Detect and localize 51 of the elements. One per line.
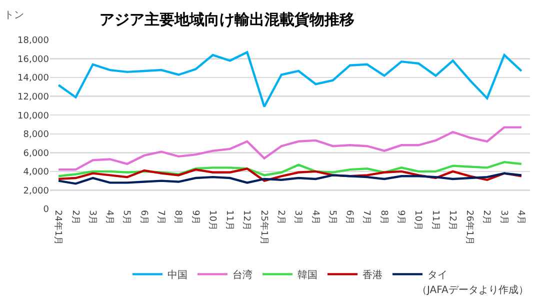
x-tick-label: 6月 <box>344 210 354 225</box>
x-tick-label: 5月 <box>326 210 337 225</box>
y-tick-label: 10,000 <box>18 111 50 122</box>
x-tick-label: 10月 <box>412 210 423 230</box>
x-tick-label: 5月 <box>121 210 132 225</box>
x-tick-label: 25年1月 <box>258 210 270 246</box>
x-tick-label: 10月 <box>206 210 217 230</box>
x-tick-label: 4月 <box>516 210 526 225</box>
x-tick-label: 9月 <box>190 210 200 225</box>
text: （JAFAデータより作成） <box>417 284 528 296</box>
x-tick-label: 4月 <box>310 210 320 225</box>
y-axis-title: トン <box>4 10 24 21</box>
y-tick-label: 4,000 <box>23 168 50 178</box>
x-tick-label: 4月 <box>104 210 114 225</box>
x-tick-label: 11月 <box>430 210 440 230</box>
x-tick-label: 12月 <box>446 210 457 230</box>
x-tick-label: 24年1月 <box>52 210 64 246</box>
x-tick-label: 7月 <box>361 210 372 225</box>
y-tick-label: 6,000 <box>23 148 50 159</box>
legend-label: 韓国 <box>298 269 318 282</box>
legend-label: タイ <box>428 270 448 282</box>
y-tick-label: 18,000 <box>18 36 50 46</box>
x-tick-label: 6月 <box>138 210 148 225</box>
x-tick-label: 3月 <box>498 210 508 225</box>
line-series <box>57 160 523 178</box>
line-series <box>57 168 523 182</box>
y-tick-label: 12,000 <box>18 92 50 102</box>
line-series <box>57 126 523 171</box>
x-tick-label: 12月 <box>241 210 252 230</box>
x-tick-label: 3月 <box>86 210 97 225</box>
chart-title: アジア主要地域向け輸出混載貨物推移 <box>99 10 354 28</box>
x-tick-label: 3月 <box>292 210 303 225</box>
x-tick-label: 9月 <box>396 210 406 225</box>
legend-label: 台湾 <box>232 269 252 282</box>
y-tick-label: 14,000 <box>18 74 50 84</box>
y-tick-label: 16,000 <box>18 54 50 65</box>
x-tick-label: 2月 <box>481 210 492 225</box>
y-tick-label: 0 <box>43 205 50 216</box>
x-tick-label: 7月 <box>156 210 166 225</box>
x-tick-label: 8月 <box>378 210 388 225</box>
legend-label: 香港 <box>362 269 382 282</box>
legend-label: 中国 <box>168 269 188 282</box>
x-tick-label: 11月 <box>224 210 234 230</box>
x-tick-label: 2月 <box>276 210 286 225</box>
x-tick-label: 8月 <box>172 210 183 225</box>
x-tick-label: 26年1月 <box>464 210 476 246</box>
y-tick-label: 2,000 <box>23 186 50 196</box>
x-tick-label: 2月 <box>70 210 80 225</box>
y-tick-label: 8,000 <box>23 130 50 140</box>
line-series <box>57 172 523 185</box>
line-series <box>57 51 523 108</box>
